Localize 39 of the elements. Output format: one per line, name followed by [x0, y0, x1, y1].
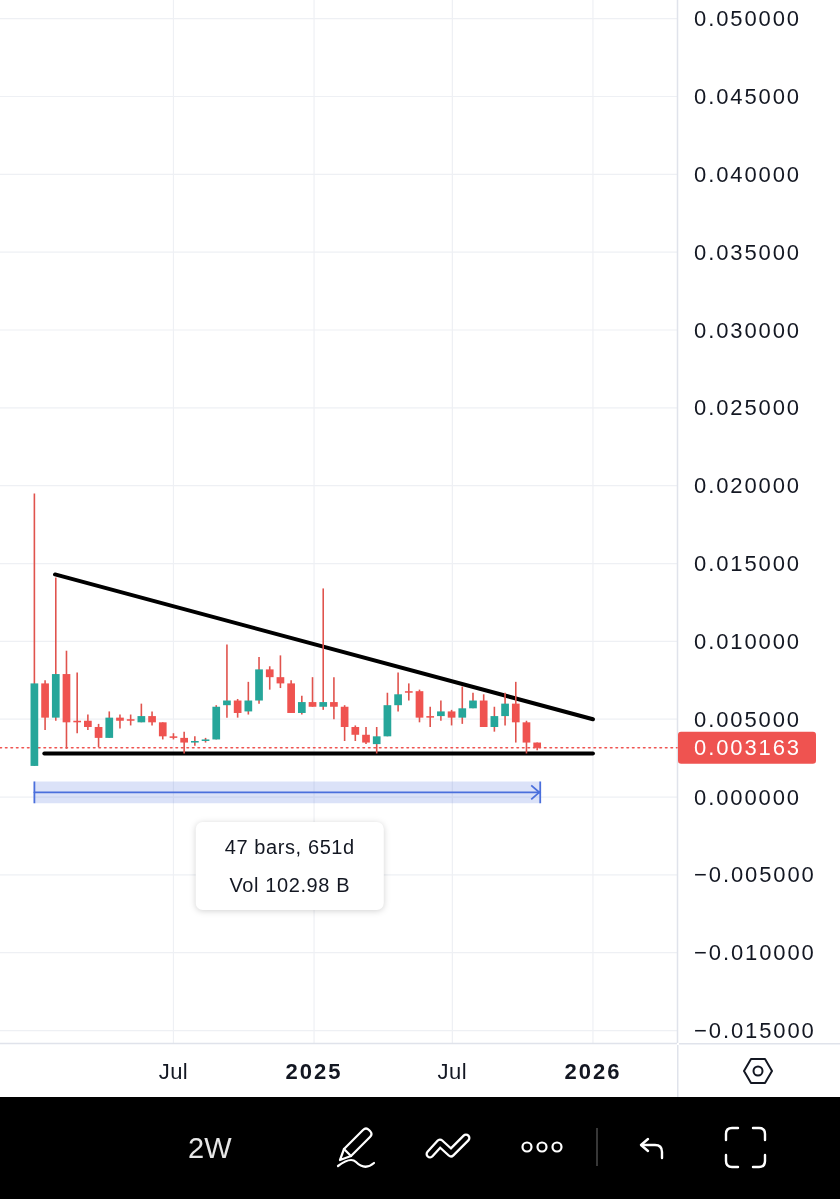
y-tick-label: 0.010000: [694, 628, 801, 654]
candlestick: [490, 705, 499, 733]
x-tick-label: Jul: [437, 1058, 468, 1084]
y-tick-label: 0.045000: [694, 84, 801, 110]
candlestick: [437, 699, 445, 722]
y-tick-label: −0.005000: [694, 862, 816, 888]
candlestick: [330, 676, 338, 720]
y-tick-label: 0.050000: [694, 6, 801, 32]
candlestick: [458, 685, 467, 725]
candlestick: [116, 713, 124, 730]
candlestick: [105, 710, 114, 739]
y-tick-label: 0.040000: [694, 161, 801, 187]
candlestick: [319, 587, 328, 711]
x-tick-label: Jul: [158, 1058, 189, 1084]
candlestick: [265, 665, 274, 691]
y-tick-label: 0.020000: [694, 473, 801, 499]
candlestick: [340, 704, 349, 742]
y-tick-label: 0.005000: [694, 706, 801, 732]
ref-line-label: 0.003163: [694, 735, 801, 761]
y-tick-label: −0.010000: [694, 940, 816, 966]
text: 2W: [188, 1132, 233, 1164]
y-tick-label: 0.030000: [694, 317, 801, 343]
candlestick: [511, 681, 520, 744]
y-tick-label: 0.035000: [694, 239, 801, 265]
candlestick: [501, 691, 509, 727]
y-tick-label: 0.025000: [694, 395, 801, 421]
y-tick-label: 0.000000: [694, 784, 801, 810]
candlestick: [308, 676, 317, 708]
candlestick: [404, 682, 413, 702]
candlestick: [244, 681, 253, 716]
y-tick-label: 0.015000: [694, 551, 801, 577]
candlestick: [191, 735, 199, 747]
x-tick-label: 2026: [564, 1058, 622, 1084]
candlestick: [372, 726, 381, 755]
candlestick: [426, 705, 435, 728]
y-tick-label: −0.015000: [694, 1018, 816, 1044]
x-tick-label: 2025: [285, 1058, 343, 1084]
candlestick: [297, 695, 306, 716]
candlestick: [394, 671, 402, 713]
